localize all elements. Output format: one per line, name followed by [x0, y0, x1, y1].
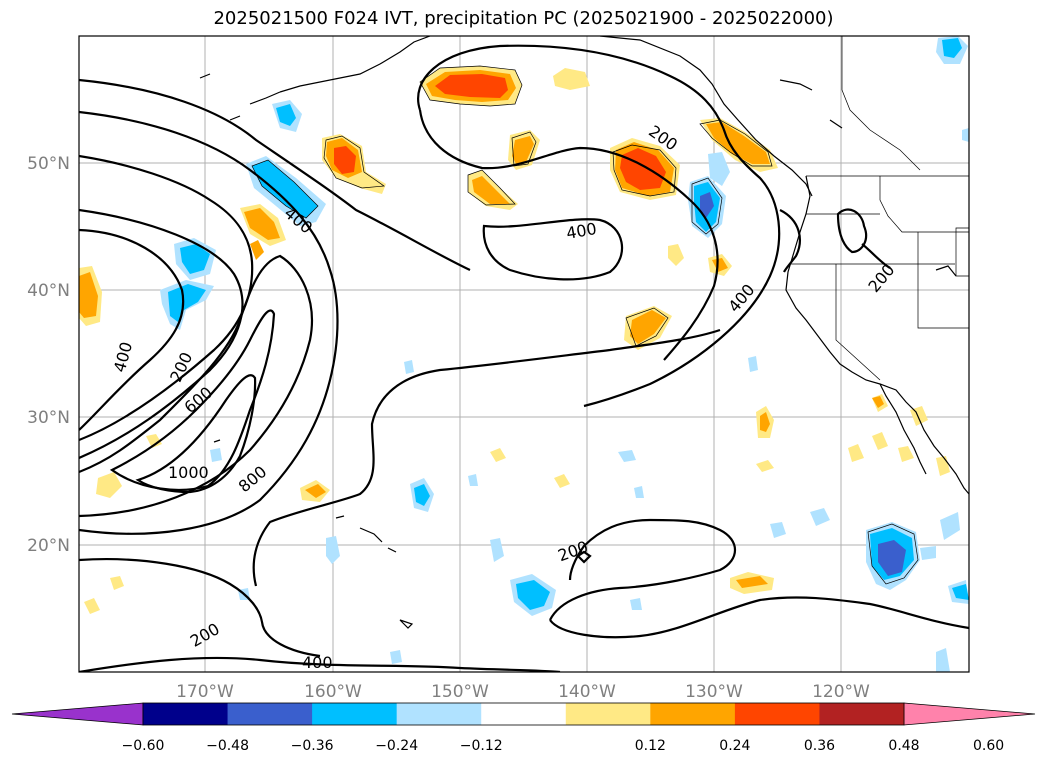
colorbar-frame — [142, 702, 905, 726]
colorbar-segment — [565, 703, 651, 725]
colorbar-tick-label: −0.36 — [291, 738, 334, 754]
contour-label: 1000 — [168, 463, 209, 482]
colorbar-segment — [143, 703, 229, 725]
lon-label-160w: 160°W — [304, 682, 362, 702]
colorbar-segment — [819, 703, 905, 725]
lat-label-50n: 50°N — [27, 154, 70, 174]
political-borders — [790, 36, 969, 381]
colorbar-tick-label: −0.24 — [375, 738, 418, 754]
lon-label-140w: 140°W — [558, 682, 616, 702]
lon-label-150w: 150°W — [431, 682, 489, 702]
lon-label-120w: 120°W — [812, 682, 870, 702]
colorbar-tick-label: −0.12 — [460, 738, 503, 754]
anomaly-outlines — [251, 65, 919, 585]
colorbar-tick-label: 0.48 — [888, 738, 919, 754]
colorbar-max-extend-arrow — [903, 702, 1036, 726]
ivt-contours — [79, 44, 969, 672]
precip-positive-anomalies — [79, 66, 950, 614]
colorbar-segment — [650, 703, 736, 725]
map-title: 2025021500 F024 IVT, precipitation PC (2… — [213, 8, 834, 29]
colorbar-tick-label: 0.24 — [719, 738, 750, 754]
colorbar-segment — [227, 703, 313, 725]
colorbar-segment — [396, 703, 482, 725]
map-border — [78, 35, 970, 673]
colorbar-tick-label: −0.48 — [206, 738, 249, 754]
colorbar-segment — [734, 703, 820, 725]
lat-label-30n: 30°N — [27, 408, 70, 428]
lon-label-130w: 130°W — [685, 682, 743, 702]
precip-negative-anomalies — [160, 36, 969, 672]
colorbar-tick-label: 0.12 — [635, 738, 666, 754]
longitude-labels: 170°W 160°W 150°W 140°W 130°W 120°W — [176, 682, 870, 702]
latitude-labels: 50°N 40°N 30°N 20°N — [27, 154, 70, 556]
colorbar-tick-label: 0.36 — [804, 738, 835, 754]
colorbar: −0.60 −0.48 −0.36 −0.24 −0.12 0.12 0.24 0.36 0.4… — [11, 702, 1036, 754]
coastlines — [199, 36, 969, 629]
contour-label: 400 — [302, 653, 333, 672]
colorbar-segment — [481, 703, 567, 725]
lon-label-170w: 170°W — [176, 682, 234, 702]
lat-label-20n: 20°N — [27, 536, 70, 556]
colorbar-min-extend-arrow — [11, 702, 144, 726]
colorbar-tick-label: 0.60 — [973, 738, 1004, 754]
lat-label-40n: 40°N — [27, 281, 70, 301]
colorbar-segment — [312, 703, 398, 725]
colorbar-tick-label: −0.60 — [122, 738, 165, 754]
